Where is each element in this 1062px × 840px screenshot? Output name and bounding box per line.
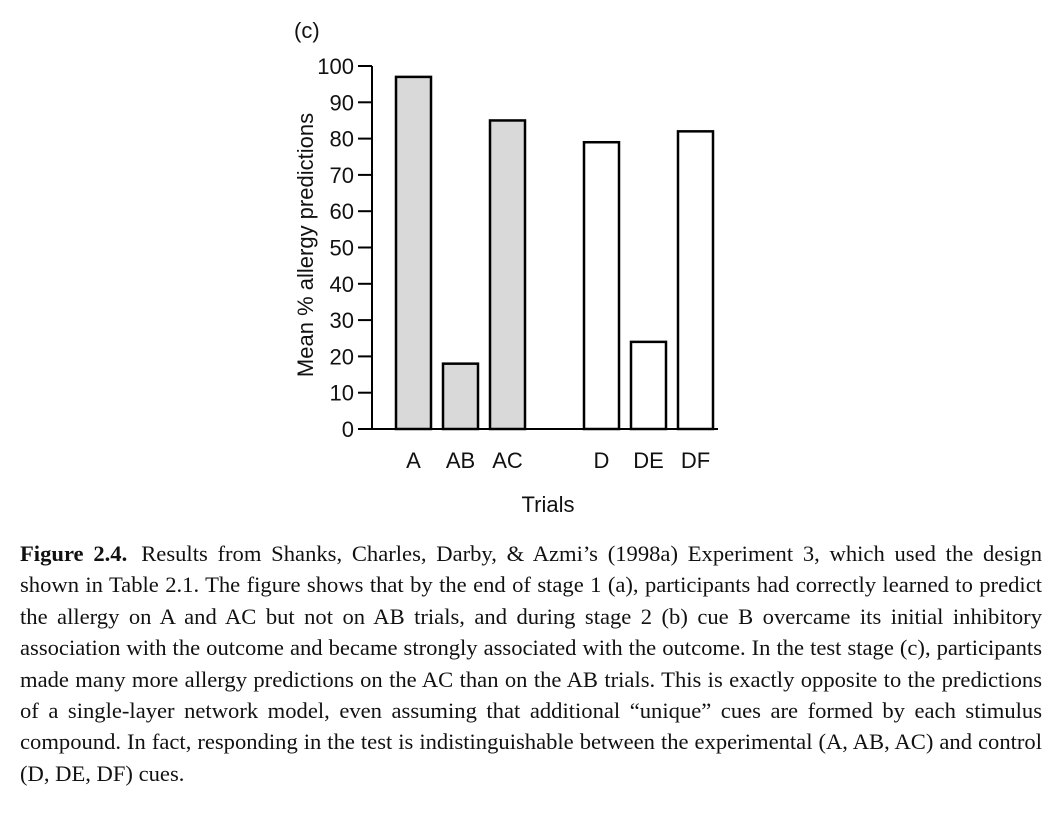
x-tick-label-a: A <box>406 448 421 473</box>
bar-df <box>676 130 715 431</box>
x-tick-label-de: DE <box>633 448 664 473</box>
x-axis-label: Trials <box>522 492 575 517</box>
x-tick-label-d: D <box>594 448 610 473</box>
bar-ac <box>488 119 527 431</box>
bar-a <box>394 75 433 431</box>
y-tick-label-30: 30 <box>330 308 354 333</box>
y-axis-ticks: 0 10 20 30 40 50 60 70 80 90 100 <box>317 54 372 442</box>
bar-ab <box>441 362 480 431</box>
y-tick-label-50: 50 <box>330 236 354 261</box>
y-tick-label-80: 80 <box>330 127 354 152</box>
y-tick-label-20: 20 <box>330 344 354 369</box>
caption-text: Results from Shanks, Charles, Darby, & A… <box>20 541 1042 786</box>
y-tick-label-10: 10 <box>330 381 354 406</box>
y-tick-label-0: 0 <box>342 417 354 442</box>
y-tick-label-40: 40 <box>330 272 354 297</box>
bar-chart: 0 10 20 30 40 50 60 70 80 90 100 A AB AC D DE DF (c) Me… <box>293 18 718 517</box>
x-tick-label-ac: AC <box>492 448 523 473</box>
bars <box>394 75 715 431</box>
caption-label: Figure 2.4. <box>20 541 128 566</box>
y-tick-label-70: 70 <box>330 163 354 188</box>
bar-d <box>582 140 621 431</box>
y-tick-label-100: 100 <box>317 54 354 79</box>
x-tick-label-df: DF <box>681 448 710 473</box>
x-tick-label-ab: AB <box>446 448 475 473</box>
bar-de <box>629 340 668 431</box>
panel-label: (c) <box>294 18 320 43</box>
y-tick-label-60: 60 <box>330 199 354 224</box>
x-tick-labels: A AB AC D DE DF <box>406 448 710 473</box>
y-tick-label-90: 90 <box>330 90 354 115</box>
y-axis-label: Mean % allergy predictions <box>293 113 318 377</box>
figure-caption: Figure 2.4. Results from Shanks, Charles,… <box>20 538 1042 789</box>
